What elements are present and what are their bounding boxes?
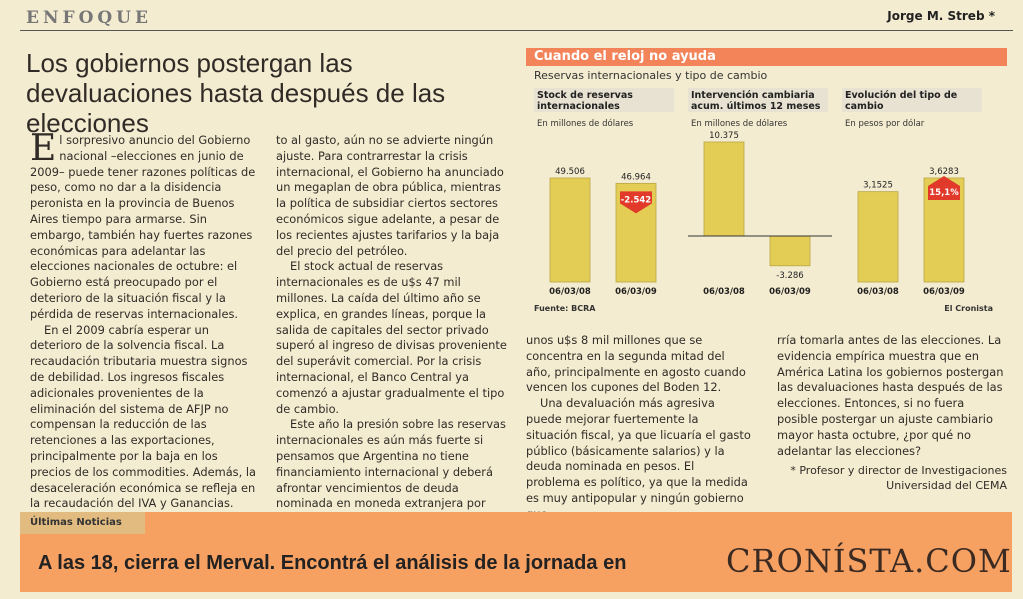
banner-text: A las 18, cierra el Merval. Encontrá el … bbox=[38, 552, 627, 574]
panel-header-bg bbox=[534, 88, 674, 112]
data-label: -3.286 bbox=[776, 271, 803, 281]
tick-label: 06/03/08 bbox=[549, 287, 591, 297]
paragraph: unos u$s 8 mil millones que se concentra… bbox=[526, 333, 746, 395]
paragraph: to al gasto, aún no se advierte ningún a… bbox=[276, 133, 504, 258]
change-label: 15,1% bbox=[929, 188, 959, 198]
panel-title: Evolución del tipo de cambio bbox=[845, 90, 957, 112]
banner-tab: Últimas Noticias bbox=[20, 512, 145, 534]
footnote-line: * Profesor y director de Investigaciones bbox=[790, 464, 1007, 477]
bar bbox=[769, 235, 811, 267]
section-label: ENFOQUE bbox=[26, 8, 152, 28]
tick-label: 06/03/09 bbox=[769, 287, 811, 297]
article-column-4: rría tomarla antes de las elecciones. La… bbox=[777, 333, 1007, 459]
panel-title: Stock de reservas internacionales bbox=[537, 90, 633, 112]
author-byline: Jorge M. Streb * bbox=[887, 9, 995, 23]
panel-unit: En millones de dólares bbox=[537, 118, 634, 129]
panel-header-bg bbox=[842, 88, 982, 112]
infographic-chart: Cuando el reloj no ayuda Reservas intern… bbox=[526, 48, 1007, 318]
paragraph: El stock actual de reservas internaciona… bbox=[276, 259, 507, 416]
data-label: 3,1525 bbox=[863, 181, 893, 191]
change-arrow bbox=[620, 191, 652, 214]
chart-source: Fuente: BCRA bbox=[534, 304, 596, 313]
paragraph: rría tomarla antes de las elecciones. La… bbox=[777, 333, 1004, 458]
promo-banner[interactable]: Últimas Noticias A las 18, cierra el Mer… bbox=[20, 512, 1012, 592]
chart-title: Cuando el reloj no ayuda bbox=[526, 48, 1007, 66]
chart-panels: Stock de reservas internacionales En millo… bbox=[526, 86, 1007, 301]
chart-svg: Stock de reservas internacionales En millo… bbox=[534, 88, 982, 297]
tick-label: 06/03/09 bbox=[923, 287, 965, 297]
data-label: 3,6283 bbox=[929, 167, 959, 177]
change-label: -2.542 bbox=[621, 195, 651, 205]
cronista-logo[interactable]: CRONÍSTA.COM bbox=[726, 542, 1012, 580]
tick-label: 06/03/08 bbox=[857, 287, 899, 297]
chart-subtitle: Reservas internacionales y tipo de cambi… bbox=[534, 69, 768, 82]
drop-cap: E bbox=[30, 128, 57, 169]
chart-credit: El Cronista bbox=[944, 304, 993, 313]
bar bbox=[549, 177, 591, 283]
article-column-3: unos u$s 8 mil millones que se concentra… bbox=[526, 333, 751, 523]
author-footnote: * Profesor y director de Investigaciones… bbox=[785, 463, 1007, 493]
panel-unit: En millones de dólares bbox=[691, 118, 788, 129]
tick-label: 06/03/08 bbox=[703, 287, 745, 297]
article-headline: Los gobiernos postergan las devaluacione… bbox=[26, 48, 446, 138]
header-rule bbox=[20, 30, 1013, 31]
paragraph: l sorpresivo anuncio del Gobierno nacion… bbox=[30, 133, 256, 321]
paragraph: En el 2009 cabría esperar un deterioro d… bbox=[30, 322, 256, 527]
data-label: 46.964 bbox=[621, 172, 651, 182]
panel-header-bg bbox=[688, 88, 828, 112]
footnote-line: Universidad del CEMA bbox=[886, 479, 1007, 492]
data-label: 49.506 bbox=[555, 167, 585, 177]
data-label: 10.375 bbox=[709, 131, 739, 141]
paragraph: Una devaluación más agresiva puede mejor… bbox=[526, 396, 751, 521]
paragraph: Este año la presión sobre las reservas i… bbox=[276, 417, 506, 511]
article-column-2: to al gasto, aún no se advierte ningún a… bbox=[276, 133, 508, 512]
panel-title: Intervención cambiaria acum. últimos 12 m… bbox=[691, 90, 821, 112]
bar bbox=[857, 191, 899, 283]
bar bbox=[703, 141, 745, 237]
panel-unit: En pesos por dólar bbox=[845, 118, 925, 129]
tick-label: 06/03/09 bbox=[615, 287, 657, 297]
change-arrow bbox=[928, 176, 960, 200]
